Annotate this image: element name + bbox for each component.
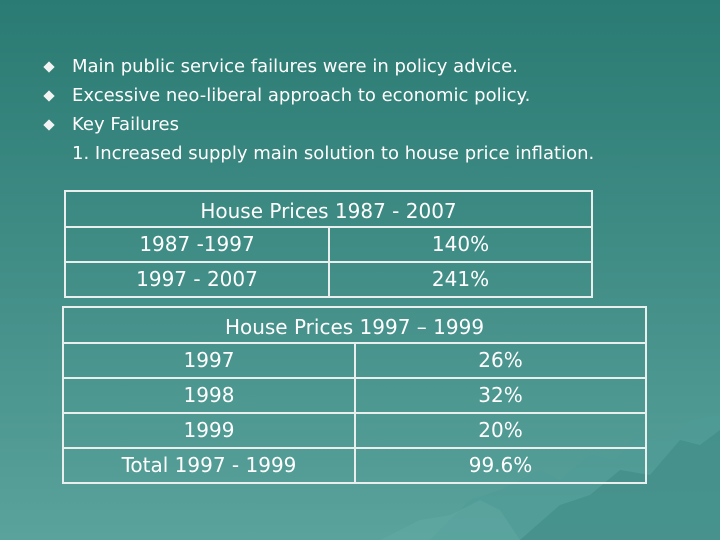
period-cell: 1987 -1997 bbox=[66, 228, 330, 261]
table-row: Total 1997 - 1999 99.6% bbox=[64, 447, 645, 482]
period-cell: 1999 bbox=[64, 414, 356, 447]
bullet-item: Key Failures bbox=[43, 110, 594, 139]
sub-item: 1. Increased supply main solution to hou… bbox=[72, 143, 595, 164]
bullet-item: Main public service failures were in pol… bbox=[43, 52, 594, 81]
diamond-bullet-icon bbox=[43, 119, 55, 131]
table-row: 1997 - 2007 241% bbox=[66, 261, 591, 296]
table-title: House Prices 1987 - 2007 bbox=[200, 199, 457, 223]
bullet-list: Main public service failures were in pol… bbox=[43, 52, 595, 168]
table-row: 1998 32% bbox=[64, 377, 645, 412]
value-cell: 140% bbox=[431, 232, 490, 256]
value-cell: 99.6% bbox=[468, 453, 533, 477]
diamond-bullet-icon bbox=[43, 61, 55, 73]
period-cell: 1998 bbox=[64, 379, 356, 412]
period-cell: 1997 bbox=[64, 344, 356, 377]
bullet-text: Key Failures bbox=[72, 114, 179, 135]
period-cell: Total 1997 - 1999 bbox=[64, 449, 356, 482]
house-prices-1987-2007-table: House Prices 1987 - 2007 1987 -1997 140%… bbox=[64, 190, 593, 298]
period-cell: 1997 - 2007 bbox=[66, 263, 330, 296]
table-row: 1987 -1997 140% bbox=[66, 226, 591, 261]
bullet-text: Excessive neo-liberal approach to econom… bbox=[72, 85, 531, 106]
house-prices-1997-1999-table: House Prices 1997 – 1999 1997 26% 1998 3… bbox=[62, 306, 647, 484]
diamond-bullet-icon bbox=[43, 90, 55, 102]
bullet-item: Excessive neo-liberal approach to econom… bbox=[43, 81, 594, 110]
table-row: 1999 20% bbox=[64, 412, 645, 447]
value-cell: 32% bbox=[478, 383, 523, 407]
table-title: House Prices 1997 – 1999 bbox=[224, 315, 485, 339]
table-row: 1997 26% bbox=[64, 342, 645, 377]
value-cell: 241% bbox=[431, 267, 490, 291]
value-cell: 20% bbox=[478, 418, 523, 442]
value-cell: 26% bbox=[478, 348, 523, 372]
bullet-text: Main public service failures were in pol… bbox=[72, 56, 518, 77]
